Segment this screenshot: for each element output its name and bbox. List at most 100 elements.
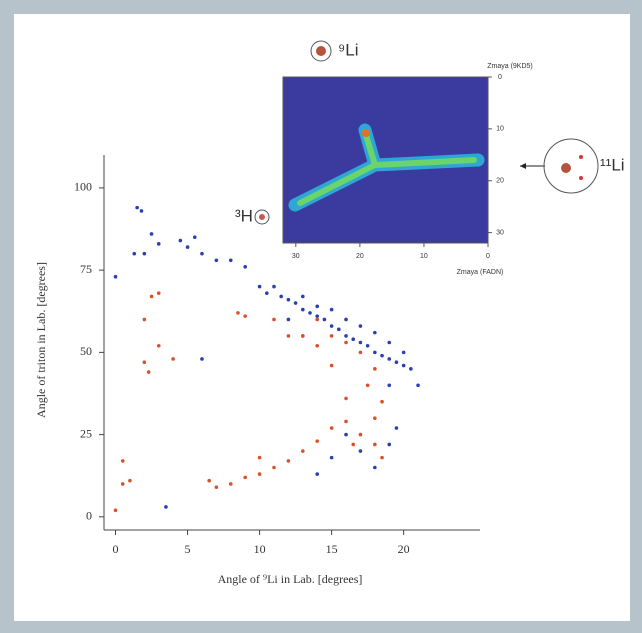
point <box>358 340 363 345</box>
x-tick-label: 30 <box>292 253 300 260</box>
point <box>214 258 219 263</box>
y-tick-label: 20 <box>496 178 504 185</box>
inset-y-label: Zmaya (9KD5) <box>487 63 533 70</box>
point <box>329 307 334 312</box>
point <box>373 465 377 470</box>
point <box>358 350 363 355</box>
x-tick-label: 10 <box>420 253 428 260</box>
point <box>301 307 305 312</box>
point <box>120 459 125 463</box>
y-axis-label: Angle of triton in Lab. [degrees] <box>34 262 48 418</box>
point <box>358 449 363 453</box>
point <box>394 360 399 365</box>
point <box>409 367 413 371</box>
point <box>146 370 151 374</box>
x-tick-label: 0 <box>113 542 119 556</box>
point <box>164 505 168 509</box>
point <box>380 455 384 460</box>
point <box>286 317 291 322</box>
point <box>315 472 320 476</box>
point <box>228 482 233 486</box>
x-tick-label: 5 <box>185 542 191 556</box>
point <box>365 343 370 348</box>
point <box>214 485 219 490</box>
point <box>149 294 154 299</box>
y-tick-label: 25 <box>80 426 92 440</box>
point <box>322 317 327 322</box>
annotation: ³H <box>235 206 253 225</box>
heatmap-ridge <box>288 123 485 212</box>
point <box>257 284 262 289</box>
annotation: ¹¹Li <box>600 155 625 174</box>
point <box>128 478 132 483</box>
point <box>156 291 161 295</box>
point <box>113 508 118 513</box>
point <box>286 459 291 463</box>
point <box>365 383 370 388</box>
point <box>373 442 377 447</box>
point <box>142 317 147 322</box>
icon-h <box>254 209 270 225</box>
icon-li9 <box>310 40 332 62</box>
point <box>315 304 320 309</box>
arrow-head <box>520 163 526 169</box>
icon-li11 <box>543 138 599 194</box>
y-tick-label: 10 <box>496 126 504 133</box>
point <box>308 311 312 315</box>
point <box>387 357 392 361</box>
point <box>286 297 291 302</box>
heatmap-frame <box>282 76 489 244</box>
point <box>264 291 269 295</box>
point <box>139 209 144 213</box>
point <box>286 334 291 338</box>
point <box>243 314 247 318</box>
point <box>315 439 320 443</box>
point <box>329 426 334 430</box>
annotation: ⁹Li <box>338 40 359 59</box>
point <box>401 350 406 355</box>
point <box>329 324 334 328</box>
point <box>156 242 161 246</box>
point <box>178 238 183 243</box>
point <box>351 442 356 447</box>
point <box>257 455 262 460</box>
x-tick-label: 0 <box>486 253 490 260</box>
point <box>344 334 348 338</box>
x-tick-label: 20 <box>356 253 364 260</box>
y-tick-label: 0 <box>498 74 502 81</box>
point <box>351 337 356 342</box>
x-axis-label: Angle of ⁹Li in Lab. [degrees] <box>218 572 363 586</box>
point <box>120 482 125 486</box>
point <box>387 442 392 447</box>
point <box>315 343 320 348</box>
y-tick-label: 30 <box>496 229 504 236</box>
point <box>132 251 137 256</box>
point <box>207 478 211 483</box>
point <box>373 367 377 371</box>
y-tick-label: 0 <box>86 509 92 523</box>
point <box>293 301 298 305</box>
point <box>279 294 283 299</box>
point <box>394 426 399 430</box>
point <box>344 340 348 345</box>
point <box>301 294 305 299</box>
point <box>185 245 190 249</box>
point <box>142 251 147 256</box>
point <box>272 317 276 322</box>
point <box>301 334 305 338</box>
point <box>337 327 341 332</box>
point <box>272 465 276 470</box>
point <box>401 363 406 368</box>
point <box>257 472 262 476</box>
y-tick-label: 50 <box>80 344 92 358</box>
point <box>380 399 384 404</box>
point <box>200 251 204 256</box>
inset-x-label: Zmaya (FADN) <box>457 269 504 276</box>
point <box>329 334 334 338</box>
point <box>358 324 363 328</box>
point <box>344 396 348 401</box>
point <box>373 350 377 355</box>
point <box>373 416 377 420</box>
point <box>344 432 348 437</box>
